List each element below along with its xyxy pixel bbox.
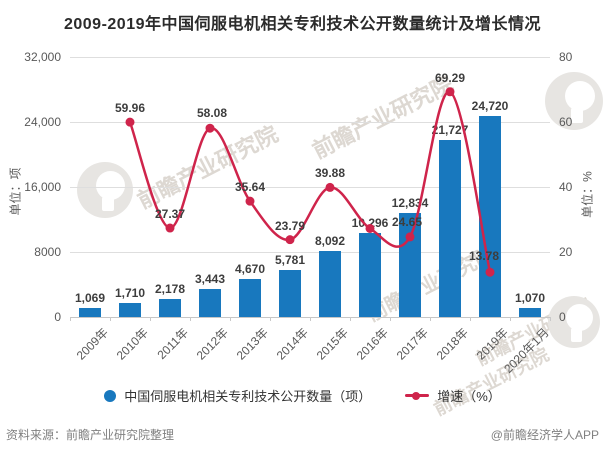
y-axis-tick-left: 8000	[34, 245, 61, 259]
bar-value-label: 1,069	[74, 291, 106, 306]
legend: 中国伺服电机相关专利技术公开数量（项） 增速（%）	[0, 386, 605, 405]
bar-legend-swatch	[104, 389, 117, 402]
bar	[479, 116, 501, 317]
plot-area: 32,000 80 24,000 60 16,000 40 8000 20 0 0 1,069 200…	[24, 50, 572, 376]
bar-value-label: 1,070	[514, 291, 546, 306]
line-marker	[445, 87, 455, 97]
bar-value-label: 4,670	[234, 262, 266, 277]
line-marker	[165, 223, 175, 233]
x-axis-label: 2015年	[314, 325, 352, 363]
x-axis-tick	[350, 317, 351, 321]
line-marker	[245, 196, 255, 206]
gridline	[70, 121, 550, 123]
x-axis-tick	[190, 317, 191, 321]
line-marker	[485, 267, 495, 277]
line-value-label: 13.78	[468, 249, 500, 264]
legend-item-growth: 增速（%）	[405, 386, 501, 405]
line-value-label: 59.96	[114, 101, 146, 116]
line-legend-dot	[412, 391, 421, 400]
bar	[359, 233, 381, 317]
footer-source: 资料来源：前瞻产业研究院整理	[6, 428, 175, 442]
line-value-label: 24.65	[391, 214, 423, 229]
line-value-label: 58.08	[196, 106, 228, 121]
x-axis-label: 2016年	[354, 325, 392, 363]
watermark-logo	[548, 296, 600, 348]
gridline	[70, 186, 550, 188]
y-axis-tick-right: 80	[559, 50, 573, 64]
growth-line	[128, 90, 492, 273]
legend-label-patent-count: 中国伺服电机相关专利技术公开数量（项）	[124, 389, 372, 404]
bar	[159, 299, 181, 317]
bar	[279, 270, 301, 317]
x-axis-label: 2011年	[154, 325, 192, 363]
line-marker	[365, 223, 375, 233]
bar	[199, 289, 221, 317]
x-axis-label: 2014年	[274, 325, 312, 363]
line-marker	[285, 235, 295, 245]
x-axis-tick	[550, 317, 551, 321]
y-axis-tick-left: 16,000	[24, 180, 61, 194]
y-axis-tick-right: 40	[559, 180, 573, 194]
bar-value-label: 3,443	[194, 272, 226, 287]
chart-title: 2009-2019年中国伺服电机相关专利技术公开数量统计及增长情况	[63, 16, 542, 33]
line-value-label: 69.29	[434, 70, 466, 85]
bar	[239, 279, 261, 317]
bar	[439, 140, 461, 317]
line-marker	[205, 123, 215, 133]
bar-value-label: 2,178	[154, 282, 186, 297]
line-value-label: 35.64	[234, 180, 266, 195]
x-axis-label: 2017年	[394, 325, 432, 363]
x-axis-tick	[430, 317, 431, 321]
y-axis-tick-left: 32,000	[24, 50, 61, 64]
legend-item-patent-count: 中国伺服电机相关专利技术公开数量（项）	[104, 386, 371, 405]
line-value-label: 23.79	[274, 218, 306, 233]
y-axis-tick-right: 20	[559, 245, 573, 259]
x-axis-tick	[390, 317, 391, 321]
x-axis-tick	[110, 317, 111, 321]
y-axis-left-unit-label: 单位：项	[8, 167, 23, 216]
bar	[79, 308, 101, 317]
y-axis-tick-left: 0	[54, 310, 61, 324]
y-axis-tick-right: 0	[559, 310, 566, 324]
line-marker	[405, 232, 415, 242]
x-axis-tick	[150, 317, 151, 321]
gridline	[70, 251, 550, 253]
legend-label-growth: 增速（%）	[437, 389, 501, 404]
x-axis-tick	[270, 317, 271, 321]
bar	[519, 308, 541, 317]
x-axis-tick	[510, 317, 511, 321]
x-axis-tick	[70, 317, 71, 321]
bar	[319, 251, 341, 317]
y-axis-tick-right: 60	[559, 115, 573, 129]
y-axis-right-unit-label: 单位：%	[580, 171, 595, 218]
line-value-label: 39.88	[314, 166, 346, 181]
x-axis-tick	[470, 317, 471, 321]
x-axis-tick	[230, 317, 231, 321]
bar-value-label: 5,781	[274, 253, 306, 268]
bar-value-label: 24,720	[471, 99, 509, 114]
x-axis-label: 2018年	[434, 325, 472, 363]
y-axis-tick-left: 24,000	[24, 115, 61, 129]
x-axis-label: 2012年	[194, 325, 232, 363]
bar-value-label: 21,727	[431, 123, 469, 138]
line-marker	[125, 117, 135, 127]
watermark-logo	[545, 72, 603, 130]
line-legend-swatch	[405, 391, 430, 400]
bar	[119, 303, 141, 317]
bar-value-label: 8,092	[314, 234, 346, 249]
growth-line-svg	[125, 87, 495, 277]
x-axis-label: 2013年	[234, 325, 272, 363]
x-axis-label: 2009年	[74, 325, 112, 363]
x-axis-label: 2010年	[114, 325, 152, 363]
bar	[399, 212, 421, 317]
x-axis-tick	[310, 317, 311, 321]
gridline	[70, 56, 550, 58]
bar-value-label: 1,710	[114, 286, 146, 301]
footer-credit: @前瞻经济学人APP	[490, 428, 599, 442]
line-value-label: 27.37	[154, 207, 186, 222]
line-marker	[325, 182, 335, 192]
